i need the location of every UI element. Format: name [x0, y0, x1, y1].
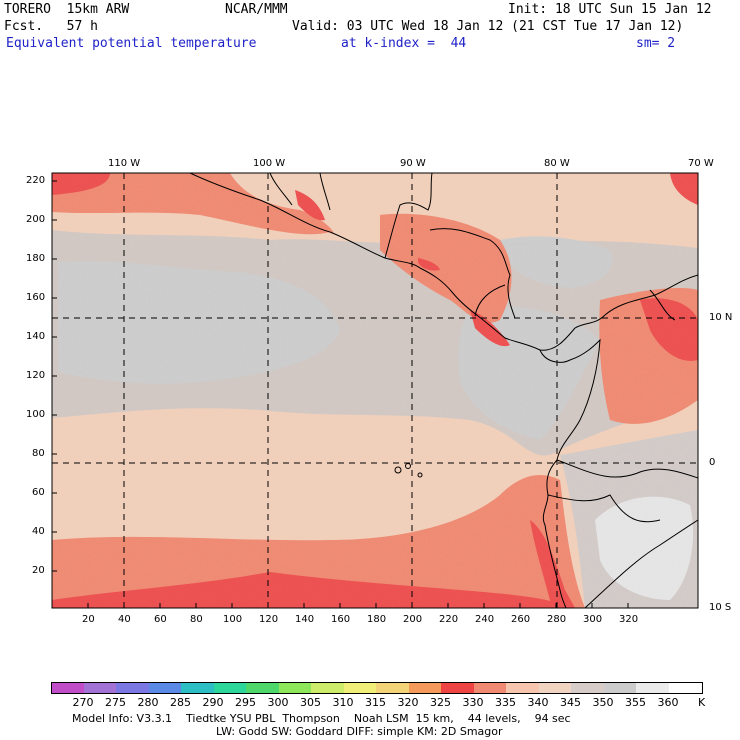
colorbar-swatch	[181, 682, 214, 694]
x-tick-label: 140	[295, 614, 315, 625]
colorbar-swatch	[408, 682, 442, 694]
texture-overlay	[52, 173, 698, 608]
x-tick-label: 20	[82, 614, 95, 625]
colorbar-swatch	[213, 682, 247, 694]
colorbar-label: 270	[72, 696, 94, 709]
y-tick-label: 200	[26, 214, 46, 225]
level-label: at k-index = 44	[341, 36, 467, 51]
y-tick-label: 100	[26, 409, 46, 420]
x-tick-label: 320	[619, 614, 639, 625]
x-tick-label: 280	[547, 614, 567, 625]
colorbar-swatch	[116, 682, 149, 694]
x-tick-label: 40	[118, 614, 131, 625]
graticule	[52, 173, 698, 608]
x-tick-label: 300	[583, 614, 603, 625]
colorbar-label: 340	[527, 696, 549, 709]
y-tick-label: 160	[26, 292, 46, 303]
colorbar-label: 300	[267, 696, 289, 709]
colorbar-swatch	[343, 682, 377, 694]
colorbar-swatch	[571, 682, 604, 694]
y-tick-label: 180	[26, 253, 46, 264]
x-tick-label: 240	[475, 614, 495, 625]
y-tick-label: 220	[26, 175, 46, 186]
colorbar-label: 290	[202, 696, 224, 709]
colorbar-label: 295	[235, 696, 256, 709]
x-tick-label: 220	[439, 614, 459, 625]
organization-label: NCAR/MMM	[225, 2, 288, 17]
colorbar-swatch	[311, 682, 344, 694]
colorbar-swatch	[278, 682, 312, 694]
colorbar-label: 325	[430, 696, 451, 709]
plot-frame	[51, 172, 699, 609]
lon-label-70w: 70 W	[688, 158, 714, 169]
colorbar-label: 280	[137, 696, 159, 709]
colorbar-label: 320	[397, 696, 419, 709]
colorbar-swatch	[603, 682, 637, 694]
x-tick-label: 160	[331, 614, 351, 625]
field-name: Equivalent potential temperature	[6, 36, 257, 51]
lon-label-90w: 90 W	[400, 158, 426, 169]
lon-label-100w: 100 W	[253, 158, 286, 169]
coastlines	[189, 173, 698, 608]
y-tick-label: 80	[32, 448, 45, 459]
x-tick-label: 200	[403, 614, 423, 625]
colorbar-label: 355	[625, 696, 646, 709]
lon-label-80w: 80 W	[544, 158, 570, 169]
colorbar-label: 285	[170, 696, 191, 709]
y-tick-label: 20	[32, 565, 45, 576]
y-tick-label: 120	[26, 370, 46, 381]
x-tick-label: 100	[223, 614, 243, 625]
colorbar-swatch	[668, 682, 703, 694]
y-tick-label: 60	[32, 487, 45, 498]
colorbar-swatch	[83, 682, 117, 694]
model-info-line: Model Info: V3.3.1 Tiedtke YSU PBL Thomp…	[72, 712, 571, 725]
colorbar-swatch	[473, 682, 507, 694]
colorbar-label: 345	[560, 696, 581, 709]
model-title: TORERO 15km ARW	[4, 2, 130, 17]
x-tick-label: 60	[154, 614, 167, 625]
colorbar-swatch	[636, 682, 669, 694]
lat-label-equator: 0	[709, 457, 716, 468]
smoothing-label: sm= 2	[636, 36, 676, 51]
colorbar-unit: K	[698, 696, 706, 709]
y-tick-label: 140	[26, 331, 46, 342]
colorbar-swatch	[376, 682, 409, 694]
colorbar-swatch	[441, 682, 474, 694]
colorbar-label: 360	[657, 696, 679, 709]
y-tick-marks	[52, 180, 57, 572]
lat-label-10n: 10 N	[709, 312, 733, 323]
colorbar-label: 330	[462, 696, 484, 709]
x-tick-label: 260	[511, 614, 531, 625]
lat-label-10s: 10 S	[709, 602, 732, 613]
colorbar-swatch	[51, 682, 85, 694]
colorbar-label: 310	[332, 696, 354, 709]
x-tick-label: 120	[259, 614, 279, 625]
y-tick-label: 40	[32, 526, 45, 537]
valid-time: Valid: 03 UTC Wed 18 Jan 12 (21 CST Tue …	[292, 19, 684, 34]
colorbar-swatch	[506, 682, 539, 694]
init-time: Init: 18 UTC Sun 15 Jan 12	[508, 2, 712, 17]
colorbar-label: 350	[592, 696, 614, 709]
colorbar-label: 335	[495, 696, 516, 709]
colorbar-swatch	[246, 682, 279, 694]
x-tick-marks	[87, 603, 629, 608]
x-tick-label: 80	[190, 614, 203, 625]
colorbar-label: 275	[105, 696, 126, 709]
colorbar-swatch	[538, 682, 572, 694]
physics-info-line: LW: Godd SW: Goddard DIFF: simple KM: 2D…	[216, 725, 503, 738]
lon-label-110w: 110 W	[108, 158, 141, 169]
forecast-hour: Fcst. 57 h	[4, 19, 98, 34]
colorbar-label: 305	[300, 696, 321, 709]
x-tick-label: 180	[367, 614, 387, 625]
colorbar-label: 315	[365, 696, 386, 709]
colorbar-swatch	[148, 682, 182, 694]
